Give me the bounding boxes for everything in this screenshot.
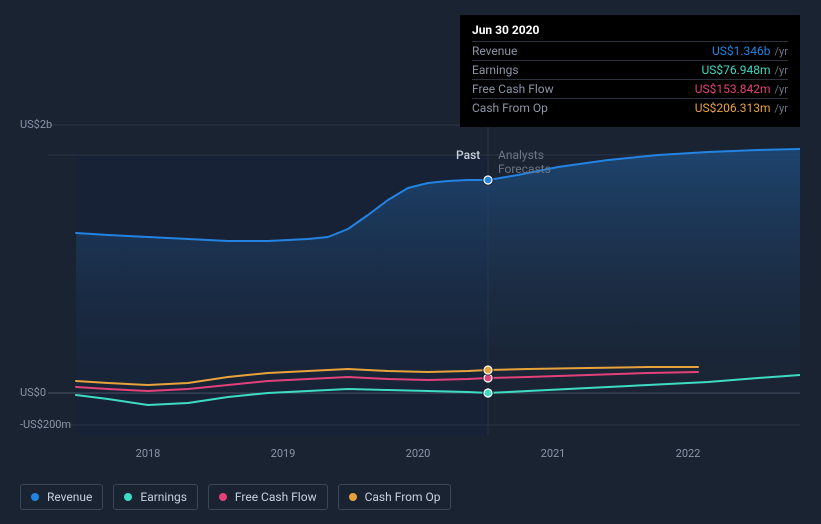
tooltip-metric-label: Revenue (472, 44, 517, 58)
legend-item-cfo[interactable]: Cash From Op (338, 484, 452, 510)
y-tick-label: US$0 (20, 386, 46, 399)
x-tick-label: 2022 (676, 447, 701, 460)
legend-item-earnings[interactable]: Earnings (113, 484, 198, 510)
financials-chart: US$2b US$0 -US$200m 2018 2019 2020 2021 2022 P… (20, 15, 800, 475)
x-axis-labels: 2018 2019 2020 2021 2022 (48, 447, 800, 467)
tooltip-row: Cash From Op US$206.313m/yr (472, 98, 788, 117)
legend-label: Cash From Op (365, 490, 441, 504)
x-tick-label: 2021 (541, 447, 566, 460)
legend-dot-icon (31, 493, 39, 501)
tooltip-metric-value: US$153.842m (695, 82, 771, 96)
legend-item-revenue[interactable]: Revenue (20, 484, 103, 510)
past-label: Past (456, 148, 480, 162)
tooltip-metric-label: Cash From Op (472, 101, 548, 115)
y-tick-label: US$2b (20, 118, 52, 131)
legend-dot-icon (124, 493, 132, 501)
tooltip-row: Earnings US$76.948m/yr (472, 60, 788, 79)
tooltip-metric-label: Free Cash Flow (472, 82, 554, 96)
y-axis-labels: US$2b US$0 -US$200m (20, 15, 80, 445)
legend: Revenue Earnings Free Cash Flow Cash From O… (20, 484, 451, 510)
tooltip-row: Revenue US$1.346b/yr (472, 41, 788, 60)
tooltip-metric-value: US$206.313m (695, 101, 771, 115)
legend-label: Free Cash Flow (235, 490, 317, 504)
tooltip-metric-value: US$1.346b (712, 44, 771, 58)
tooltip-metric-value: US$76.948m (701, 63, 770, 77)
legend-dot-icon (219, 493, 227, 501)
legend-dot-icon (349, 493, 357, 501)
tooltip-unit: /yr (775, 83, 788, 96)
x-tick-label: 2018 (136, 447, 161, 460)
forecast-label: Analysts Forecasts (498, 148, 551, 176)
legend-item-fcf[interactable]: Free Cash Flow (208, 484, 328, 510)
tooltip-unit: /yr (775, 45, 788, 58)
x-tick-label: 2020 (406, 447, 431, 460)
legend-label: Revenue (47, 490, 92, 504)
y-tick-label: -US$200m (20, 418, 71, 431)
x-tick-label: 2019 (271, 447, 296, 460)
tooltip-unit: /yr (775, 64, 788, 77)
tooltip-metric-label: Earnings (472, 63, 519, 77)
tooltip-row: Free Cash Flow US$153.842m/yr (472, 79, 788, 98)
hover-tooltip: Jun 30 2020 Revenue US$1.346b/yr Earnings U… (460, 15, 800, 127)
tooltip-unit: /yr (775, 102, 788, 115)
tooltip-date: Jun 30 2020 (472, 23, 788, 41)
legend-label: Earnings (140, 490, 187, 504)
